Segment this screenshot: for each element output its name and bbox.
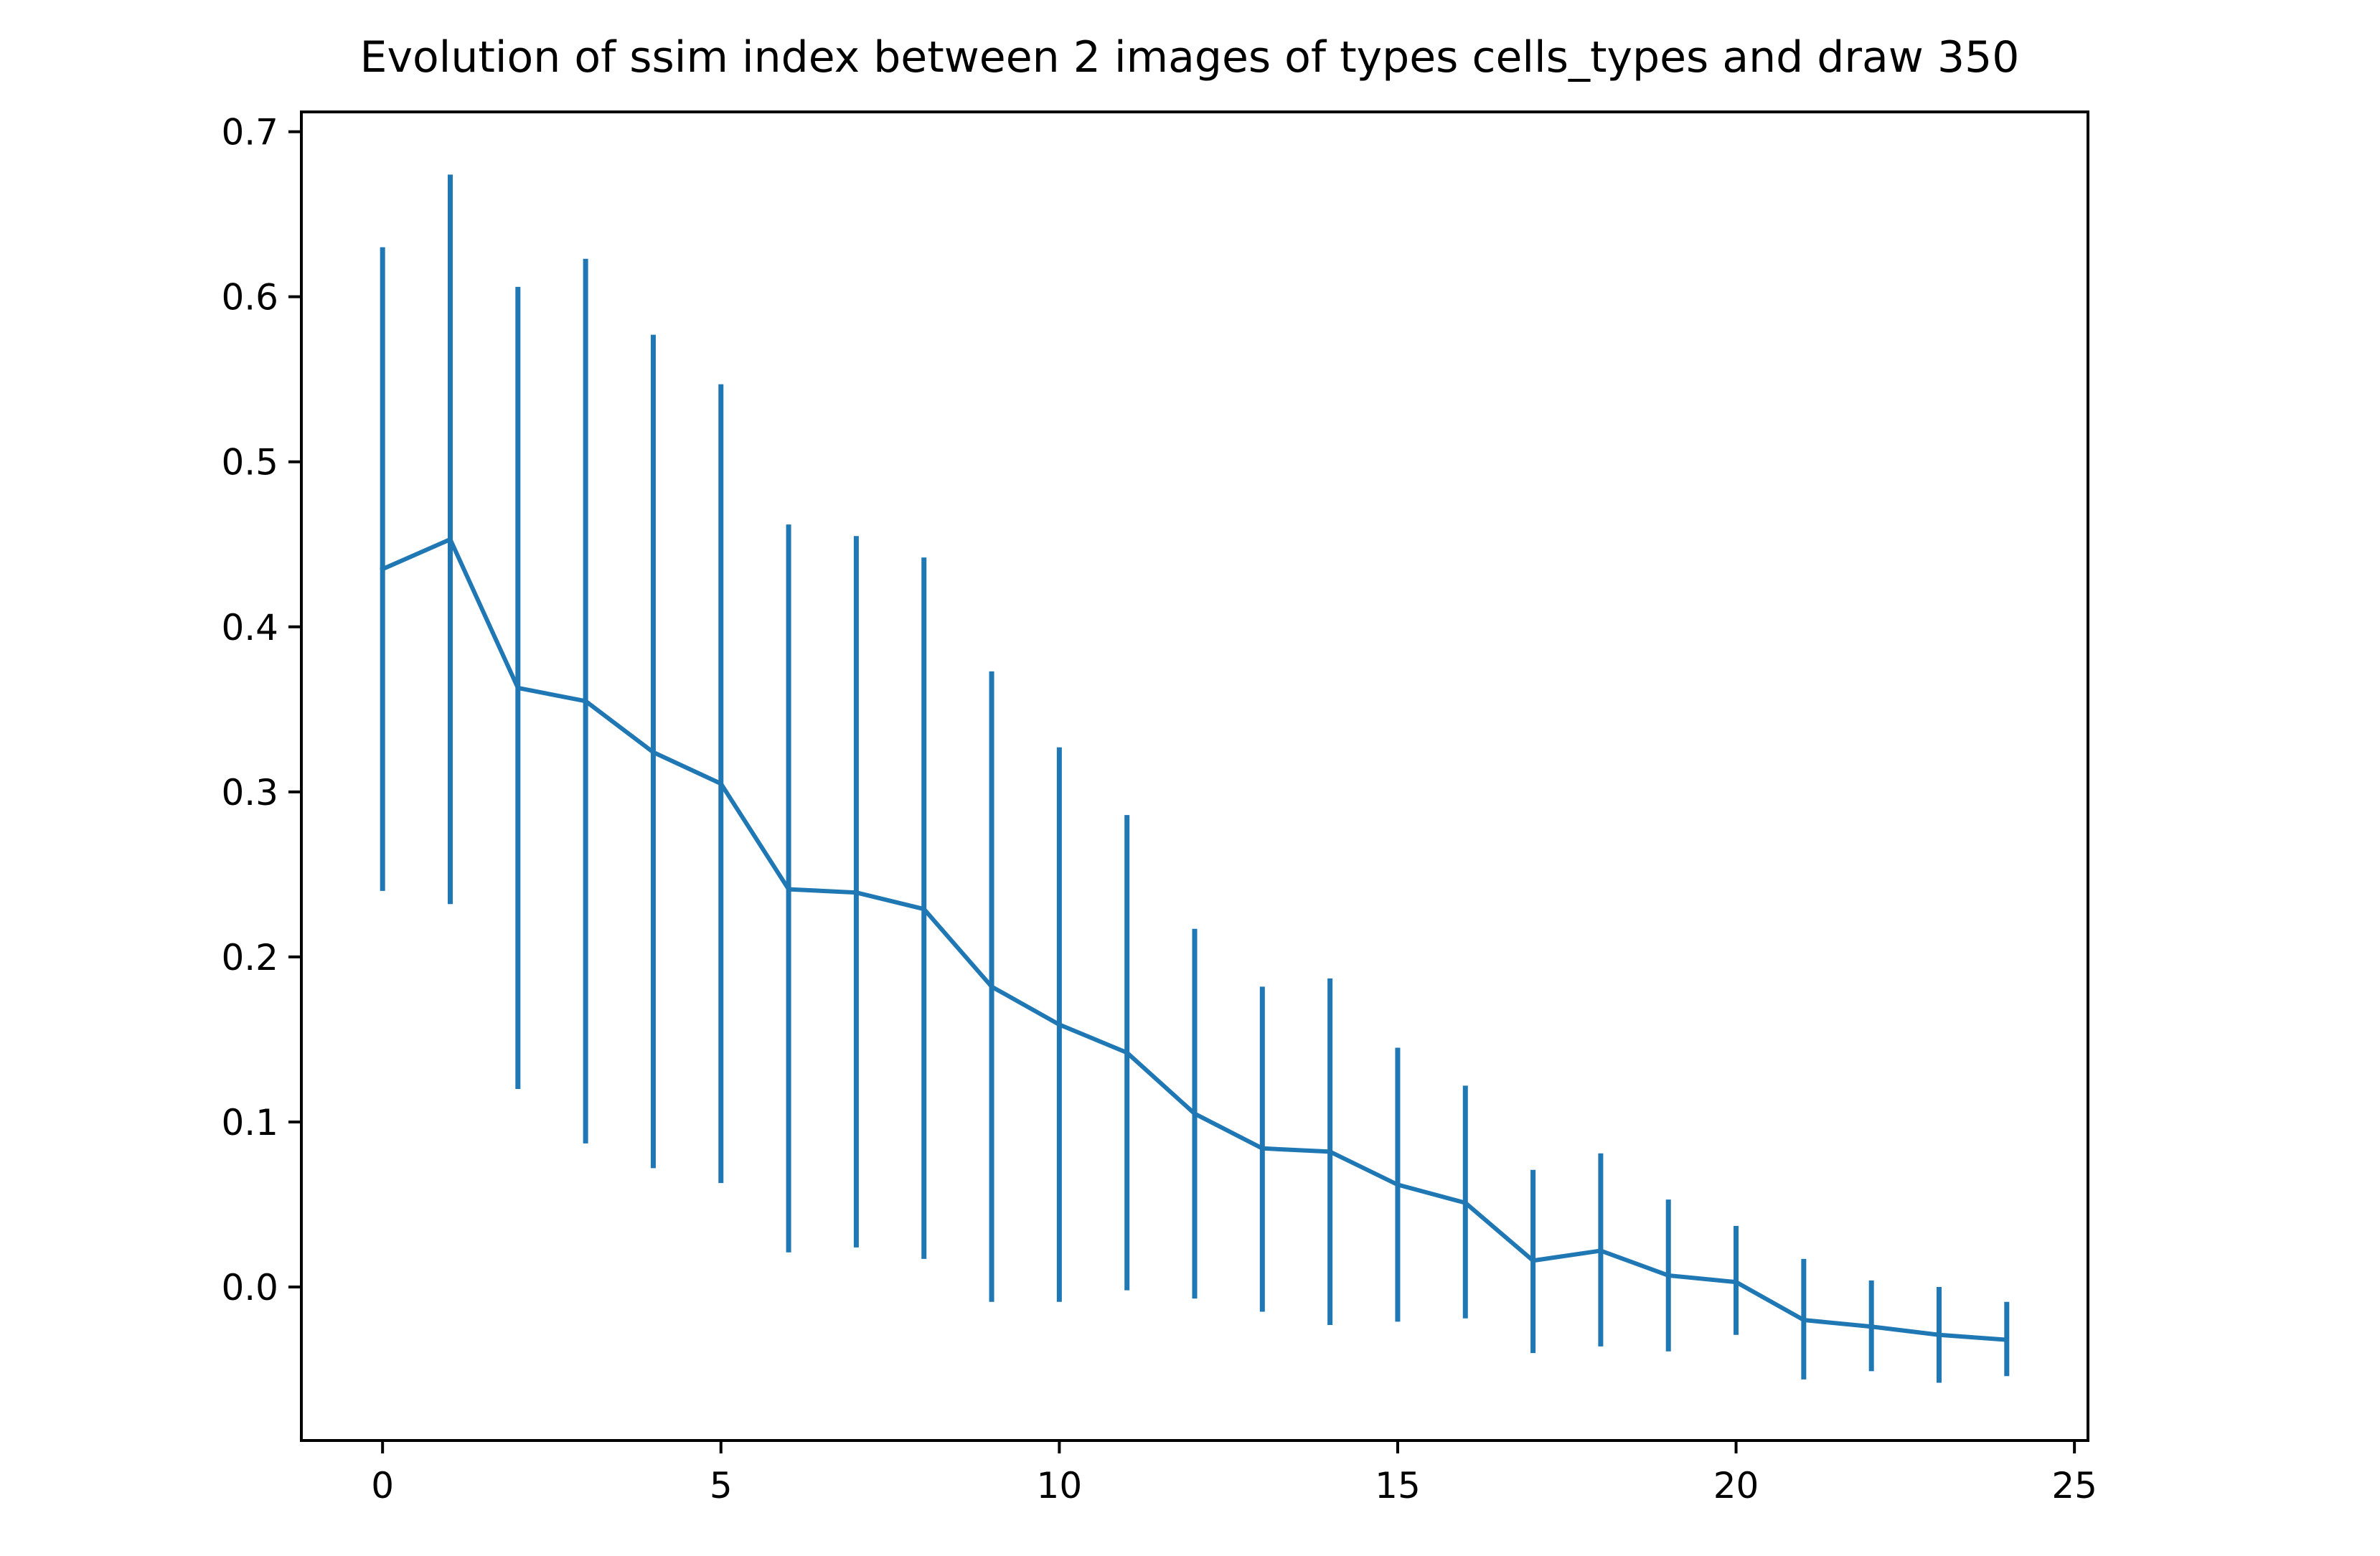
y-tick-label: 0.2 <box>221 937 278 979</box>
x-tick-label: 20 <box>1713 1465 1759 1507</box>
plot-frame <box>300 110 2089 1442</box>
x-axis: 0 5 10 15 20 25 <box>371 1441 2097 1507</box>
y-tick-label: 0.6 <box>221 277 278 319</box>
y-tick-label: 0.7 <box>221 112 278 154</box>
x-tick-label: 15 <box>1375 1465 1421 1507</box>
y-tick-label: 0.4 <box>221 607 278 649</box>
x-tick-label: 5 <box>710 1465 733 1507</box>
y-tick-label: 0.5 <box>221 442 278 484</box>
chart-title: Evolution of ssim index between 2 images… <box>360 32 2020 82</box>
y-tick-label: 0.0 <box>221 1267 278 1309</box>
y-tick-label: 0.3 <box>221 772 278 814</box>
y-axis: 0.0 0.1 0.2 0.3 0.4 0.5 0.6 0.7 <box>221 112 301 1309</box>
series-line <box>380 537 2010 1342</box>
x-tick-label: 25 <box>2051 1465 2097 1507</box>
y-tick-label: 0.1 <box>221 1102 278 1144</box>
x-tick-label: 0 <box>371 1465 394 1507</box>
x-tick-label: 10 <box>1037 1465 1083 1507</box>
series-line-group <box>380 537 2010 1342</box>
